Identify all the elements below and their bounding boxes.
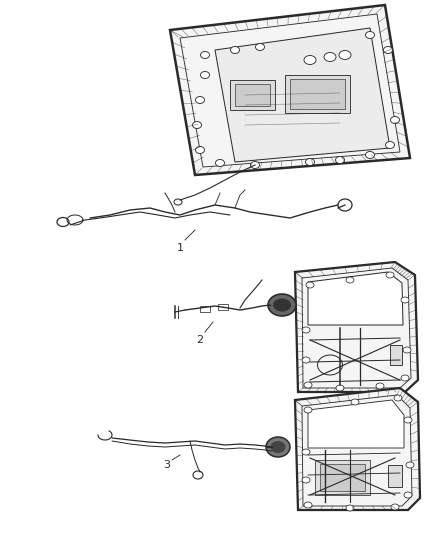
Ellipse shape xyxy=(384,46,392,53)
Ellipse shape xyxy=(336,157,345,164)
Polygon shape xyxy=(215,28,390,162)
Ellipse shape xyxy=(201,71,209,78)
Ellipse shape xyxy=(251,161,259,168)
Bar xyxy=(285,75,350,113)
Ellipse shape xyxy=(302,449,310,455)
Ellipse shape xyxy=(302,477,310,483)
Ellipse shape xyxy=(302,327,310,333)
Bar xyxy=(290,79,345,109)
Ellipse shape xyxy=(338,199,352,211)
Ellipse shape xyxy=(391,117,399,124)
Bar xyxy=(218,304,228,310)
Ellipse shape xyxy=(403,347,411,353)
Polygon shape xyxy=(170,5,410,175)
Ellipse shape xyxy=(304,55,316,64)
Ellipse shape xyxy=(339,51,351,60)
Bar xyxy=(200,306,210,312)
Ellipse shape xyxy=(386,272,394,278)
Polygon shape xyxy=(295,388,420,510)
Ellipse shape xyxy=(201,52,209,59)
Ellipse shape xyxy=(401,375,409,381)
Ellipse shape xyxy=(57,217,69,227)
Ellipse shape xyxy=(195,96,205,103)
Ellipse shape xyxy=(336,385,344,391)
Ellipse shape xyxy=(304,407,312,413)
Bar xyxy=(390,345,402,365)
Ellipse shape xyxy=(385,141,395,149)
Ellipse shape xyxy=(351,399,359,405)
Ellipse shape xyxy=(394,395,402,401)
Ellipse shape xyxy=(365,151,374,158)
Ellipse shape xyxy=(406,462,414,468)
Ellipse shape xyxy=(271,441,286,453)
Ellipse shape xyxy=(304,502,312,508)
Ellipse shape xyxy=(230,46,240,53)
Ellipse shape xyxy=(376,383,384,389)
Ellipse shape xyxy=(391,504,399,510)
Ellipse shape xyxy=(273,298,291,311)
Bar xyxy=(320,464,365,491)
Polygon shape xyxy=(308,400,404,448)
Polygon shape xyxy=(308,272,403,325)
Ellipse shape xyxy=(304,382,312,388)
Bar xyxy=(388,465,402,487)
Ellipse shape xyxy=(215,159,225,166)
Text: 2: 2 xyxy=(196,335,204,345)
Ellipse shape xyxy=(174,199,182,205)
Ellipse shape xyxy=(404,417,412,423)
Ellipse shape xyxy=(404,492,412,498)
Bar xyxy=(230,80,275,110)
Text: 3: 3 xyxy=(163,460,170,470)
Ellipse shape xyxy=(302,357,310,363)
Ellipse shape xyxy=(306,282,314,288)
Ellipse shape xyxy=(268,294,296,316)
Polygon shape xyxy=(295,262,418,392)
Ellipse shape xyxy=(401,297,409,303)
Ellipse shape xyxy=(195,147,205,154)
Ellipse shape xyxy=(305,158,314,166)
Text: 1: 1 xyxy=(177,243,184,253)
Ellipse shape xyxy=(365,31,374,38)
Ellipse shape xyxy=(193,471,203,479)
Ellipse shape xyxy=(266,437,290,457)
Ellipse shape xyxy=(346,505,354,511)
Ellipse shape xyxy=(192,122,201,128)
Ellipse shape xyxy=(255,44,265,51)
Ellipse shape xyxy=(324,52,336,61)
Ellipse shape xyxy=(346,277,354,283)
Bar xyxy=(315,460,370,495)
Bar xyxy=(235,84,270,106)
